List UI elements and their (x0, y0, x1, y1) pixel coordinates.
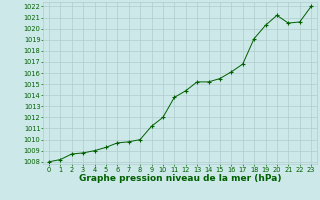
X-axis label: Graphe pression niveau de la mer (hPa): Graphe pression niveau de la mer (hPa) (79, 174, 281, 183)
